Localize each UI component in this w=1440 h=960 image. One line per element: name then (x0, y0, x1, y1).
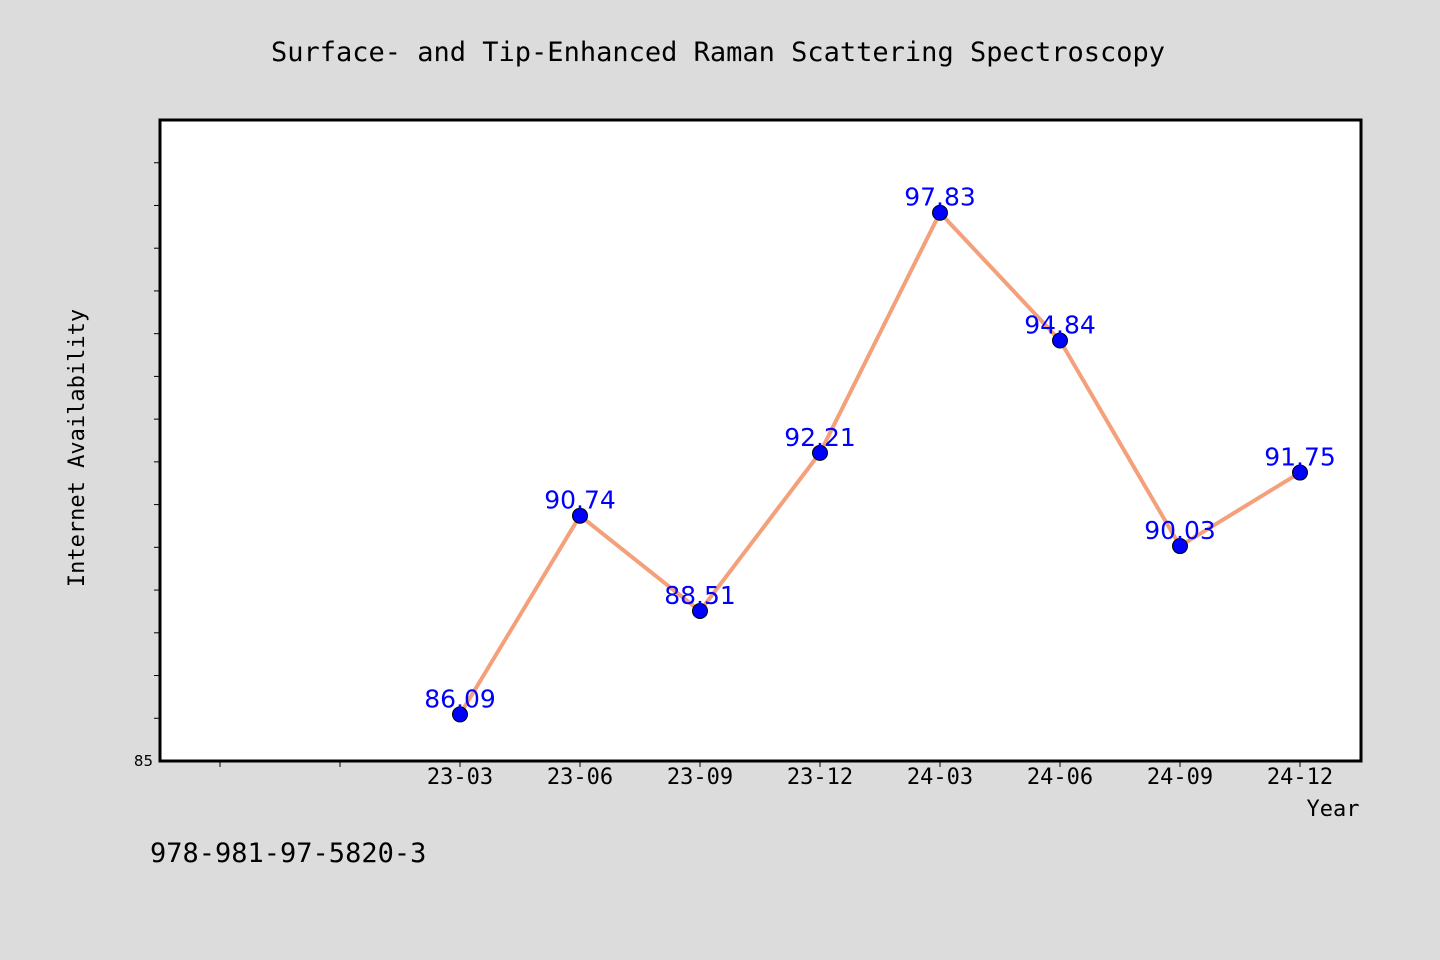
series-line (458, 210, 1302, 716)
isbn-text: 978-981-97-5820-3 (150, 838, 426, 869)
data-label: 90.74 (544, 486, 616, 515)
x-tick-label: 24-12 (1267, 765, 1333, 790)
data-label: 86.09 (424, 684, 496, 713)
x-tick-label: 24-06 (1027, 765, 1093, 790)
data-point (692, 603, 708, 620)
data-label: 90.03 (1144, 516, 1216, 545)
y-axis-title: Internet Availability (65, 309, 90, 587)
chart-title: Surface- and Tip-Enhanced Raman Scatteri… (271, 37, 1165, 68)
y-axis-ticks (154, 162, 160, 719)
y-tick-label: 85 (134, 752, 153, 770)
data-point (572, 507, 588, 524)
data-point (1052, 332, 1068, 349)
x-tick-label: 24-09 (1147, 765, 1213, 790)
x-axis-ticks: 23-03 23-06 23-09 23-12 24-03 24-06 24-09 24-12 (219, 761, 1333, 790)
data-label: 88.51 (664, 581, 736, 610)
x-tick-label: 23-06 (547, 765, 613, 790)
x-tick-label: 23-03 (427, 765, 493, 790)
data-point (1172, 538, 1188, 555)
data-label: 94.84 (1024, 311, 1096, 340)
x-tick-label: 24-03 (907, 765, 973, 790)
x-axis-title: Year (1307, 797, 1360, 822)
x-tick-label: 23-12 (787, 765, 853, 790)
data-point (932, 204, 948, 221)
x-tick-label: 23-09 (667, 765, 733, 790)
plot-area (158, 118, 1363, 763)
series-0: 86.09 90.74 88.51 92.21 97.83 94.84 90.03 91.75 (424, 183, 1336, 723)
data-point (1292, 464, 1308, 481)
data-label: 97.83 (904, 183, 976, 212)
data-point (452, 706, 468, 723)
data-point (812, 444, 828, 461)
data-label: 92.21 (784, 423, 856, 452)
data-label: 91.75 (1264, 443, 1336, 472)
